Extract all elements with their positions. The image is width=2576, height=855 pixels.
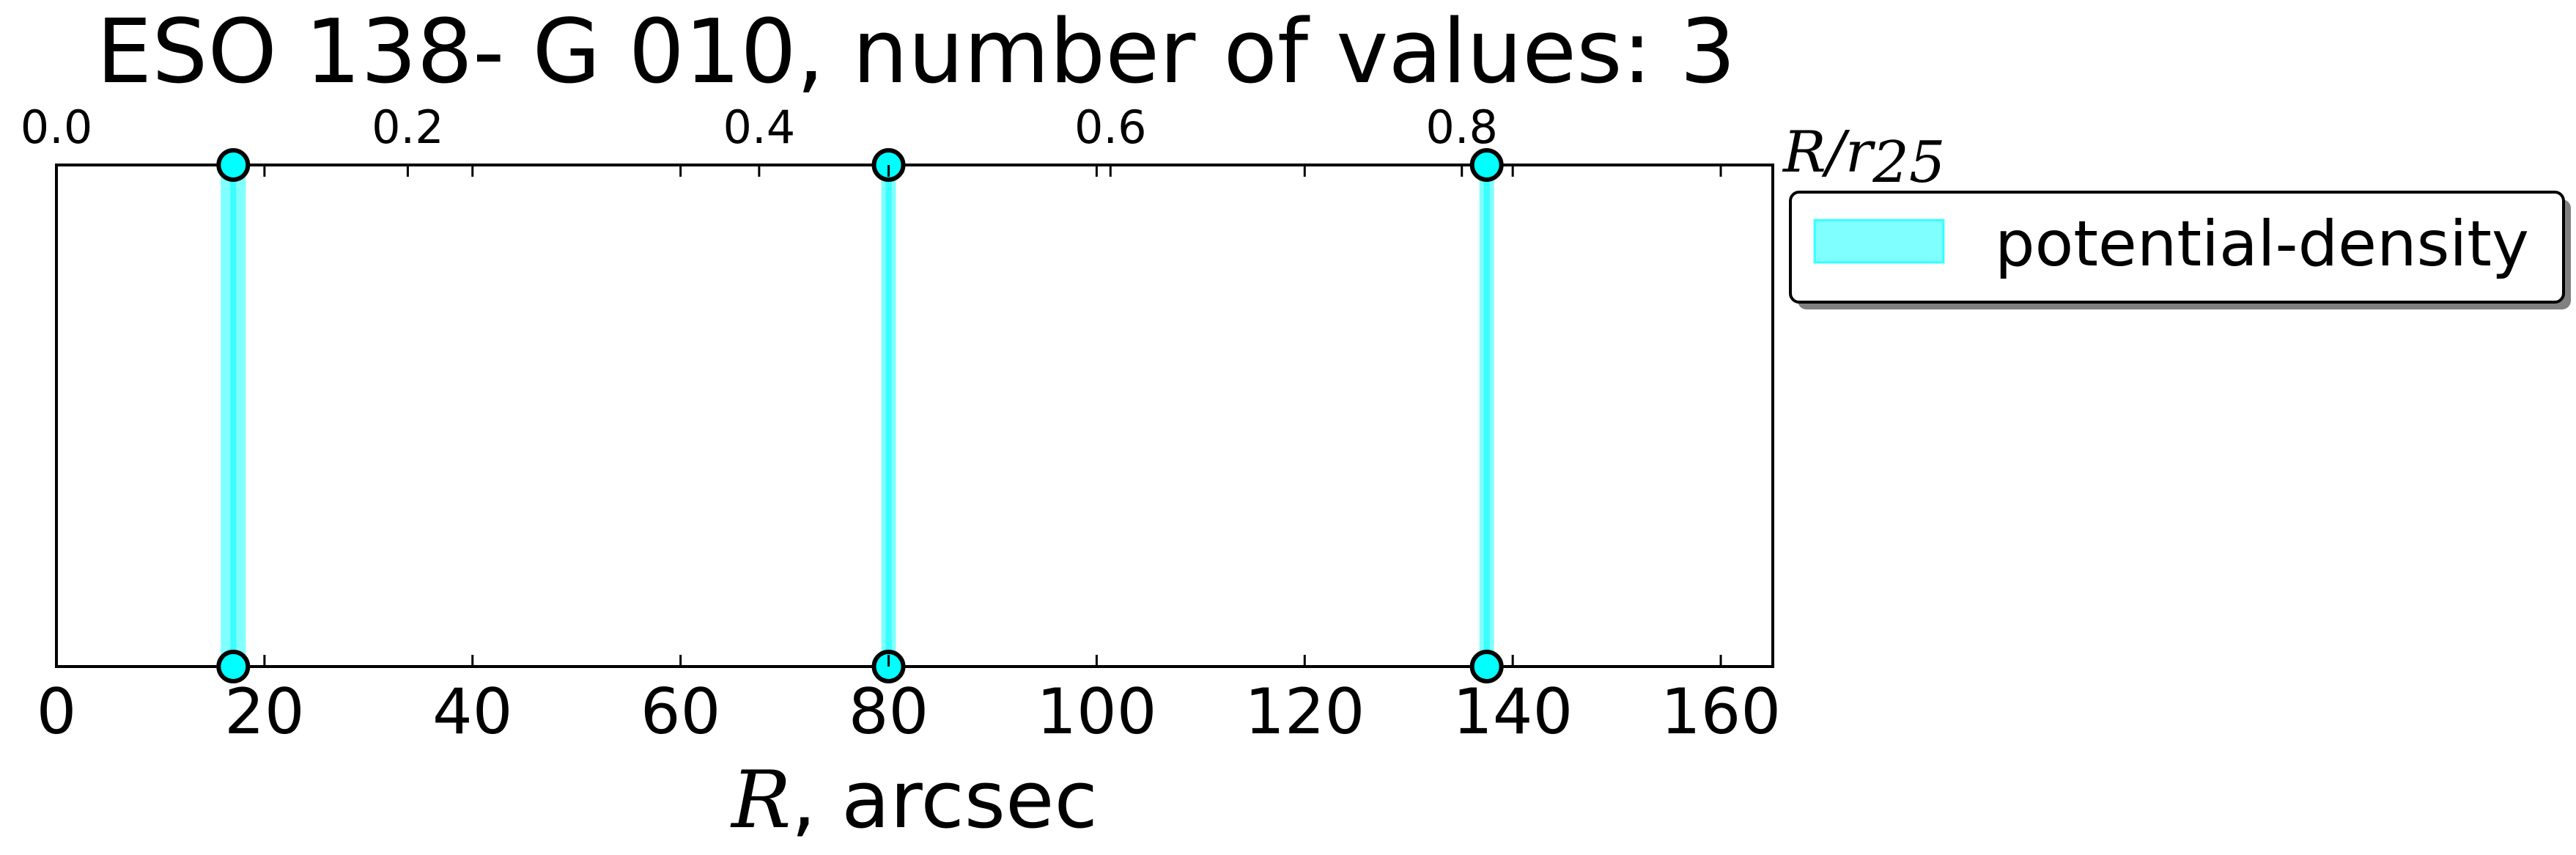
data-point-bottom [216, 650, 251, 683]
legend-label: potential-density [1995, 208, 2529, 281]
top-axis-label-main: R/r [1782, 120, 1876, 186]
top-tick-label: 0.6 [1074, 100, 1147, 154]
marker-layer [216, 148, 1504, 683]
bottom-axis: 0 20 40 60 80 100 120 140 160 [37, 165, 1781, 749]
x-tick-label: 120 [1244, 675, 1365, 749]
legend-box [1789, 191, 2565, 304]
data-band-core [230, 165, 237, 667]
x-tick-label: 100 [1036, 675, 1156, 749]
data-band-core [1483, 165, 1490, 667]
x-tick-label: 0 [37, 675, 77, 749]
x-tick-label: 140 [1453, 675, 1573, 749]
top-tick-label: 0.4 [723, 100, 796, 154]
top-tick-label: 0.0 [21, 100, 93, 154]
x-tick-label: 40 [432, 675, 512, 749]
top-axis-label: R/r25 [1782, 120, 1946, 196]
x-tick-label: 80 [849, 675, 929, 749]
x-tick-label: 160 [1661, 675, 1781, 749]
data-point-top [1469, 148, 1504, 182]
x-axis-separator: , [791, 755, 841, 846]
x-tick-label: 60 [641, 675, 720, 749]
x-tick-label: 20 [224, 675, 304, 749]
data-band-core [885, 165, 892, 667]
top-axis-label-sub: 25 [1872, 130, 1945, 196]
top-tick-label: 0.2 [372, 100, 444, 154]
top-axis: 0.0 0.2 0.4 0.6 0.8 [21, 100, 1498, 177]
top-tick-label: 0.8 [1425, 100, 1498, 154]
data-point-top [216, 148, 251, 182]
x-axis-symbol: R [730, 755, 791, 846]
data-layer [221, 165, 1494, 667]
chart-title: ESO 138- G 010, number of values: 3 [96, 1, 1735, 103]
data-point-bottom [1469, 650, 1504, 683]
x-axis-label: R, arcsec [730, 755, 1098, 846]
legend: potential-density [1789, 191, 2571, 309]
plot-frame [55, 164, 1774, 668]
x-axis-unit: arcsec [841, 755, 1098, 846]
plot-area [56, 165, 1773, 667]
legend-swatch [1813, 219, 1945, 264]
